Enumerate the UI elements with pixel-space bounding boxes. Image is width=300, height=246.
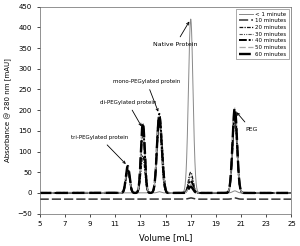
50 minutes	[38, 191, 41, 194]
Line: 40 minutes: 40 minutes	[40, 112, 292, 193]
Text: tri-PEGylated protein: tri-PEGylated protein	[71, 135, 129, 163]
30 minutes	[202, 191, 205, 194]
20 minutes	[84, 191, 87, 194]
40 minutes	[233, 111, 237, 114]
Y-axis label: Absorbance @ 280 nm [mAU]: Absorbance @ 280 nm [mAU]	[4, 58, 12, 162]
40 minutes	[134, 191, 138, 194]
Text: mono-PEGylated protein: mono-PEGylated protein	[113, 79, 180, 111]
50 minutes	[245, 191, 248, 194]
< 1 minute	[189, 18, 192, 21]
< 1 minute	[245, 191, 248, 194]
10 minutes	[134, 198, 138, 201]
50 minutes	[134, 191, 138, 194]
30 minutes	[189, 175, 192, 178]
30 minutes	[38, 191, 41, 194]
60 minutes	[245, 191, 248, 194]
Text: Native Protein: Native Protein	[153, 22, 198, 47]
60 minutes	[233, 107, 237, 109]
30 minutes	[84, 191, 87, 194]
20 minutes	[38, 191, 41, 194]
20 minutes	[189, 171, 192, 174]
20 minutes	[226, 191, 229, 194]
< 1 minute	[189, 18, 193, 21]
Line: 10 minutes: 10 minutes	[40, 198, 292, 199]
20 minutes	[290, 191, 293, 194]
30 minutes	[233, 113, 237, 116]
50 minutes	[202, 191, 205, 194]
60 minutes	[38, 191, 41, 194]
10 minutes	[226, 198, 229, 201]
< 1 minute	[84, 191, 87, 194]
60 minutes	[189, 185, 192, 188]
Line: < 1 minute: < 1 minute	[40, 19, 292, 193]
X-axis label: Volume [mL]: Volume [mL]	[139, 233, 192, 242]
10 minutes	[233, 197, 237, 200]
40 minutes	[38, 191, 41, 194]
Line: 50 minutes: 50 minutes	[40, 108, 292, 193]
20 minutes	[245, 191, 248, 194]
40 minutes	[84, 191, 87, 194]
40 minutes	[202, 191, 205, 194]
40 minutes	[226, 191, 229, 194]
Text: di-PEGylated protein: di-PEGylated protein	[100, 100, 156, 125]
40 minutes	[245, 191, 248, 194]
Line: 20 minutes: 20 minutes	[40, 118, 292, 193]
20 minutes	[233, 117, 237, 120]
50 minutes	[233, 107, 237, 109]
40 minutes	[189, 179, 192, 182]
10 minutes	[189, 197, 192, 200]
60 minutes	[202, 191, 205, 194]
60 minutes	[134, 191, 138, 194]
Legend: < 1 minute, 10 minutes, 20 minutes, 30 minutes, 40 minutes, 50 minutes, 60 minut: < 1 minute, 10 minutes, 20 minutes, 30 m…	[236, 9, 289, 59]
60 minutes	[290, 191, 293, 194]
30 minutes	[134, 191, 138, 194]
30 minutes	[290, 191, 293, 194]
Text: PEG: PEG	[237, 113, 257, 132]
50 minutes	[189, 183, 192, 186]
< 1 minute	[202, 191, 205, 194]
30 minutes	[245, 191, 248, 194]
< 1 minute	[290, 191, 293, 194]
10 minutes	[245, 198, 248, 201]
50 minutes	[226, 191, 229, 194]
50 minutes	[84, 191, 87, 194]
20 minutes	[202, 191, 205, 194]
60 minutes	[84, 191, 87, 194]
Line: 30 minutes: 30 minutes	[40, 114, 292, 193]
< 1 minute	[38, 191, 41, 194]
20 minutes	[134, 191, 138, 194]
10 minutes	[84, 198, 87, 201]
Line: 60 minutes: 60 minutes	[40, 108, 292, 193]
10 minutes	[202, 198, 205, 201]
30 minutes	[226, 191, 229, 194]
50 minutes	[290, 191, 293, 194]
< 1 minute	[134, 191, 138, 194]
< 1 minute	[226, 191, 230, 194]
60 minutes	[226, 191, 229, 194]
10 minutes	[290, 198, 293, 201]
40 minutes	[290, 191, 293, 194]
10 minutes	[38, 198, 41, 201]
